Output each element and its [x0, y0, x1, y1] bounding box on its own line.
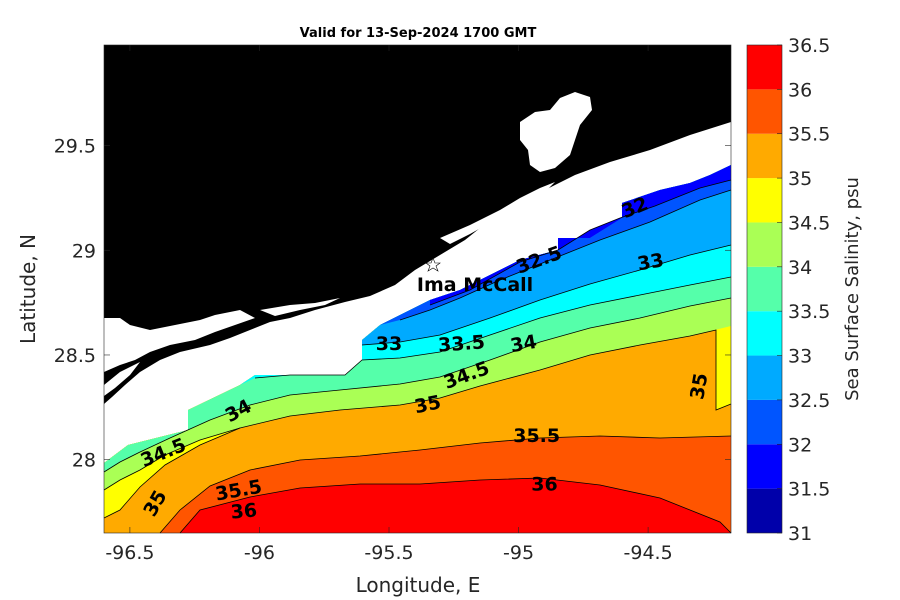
colorbar-swatch — [747, 45, 782, 90]
colorbar-tick-label: 36.5 — [788, 35, 830, 57]
west-bay — [440, 182, 555, 244]
station-label: Ima McCall — [417, 274, 533, 296]
colorbar-swatch — [747, 222, 782, 267]
contour-35-5 — [159, 435, 732, 534]
colorbar-frame — [746, 44, 783, 534]
contour-label: 33.5 — [437, 331, 485, 356]
contour-32-5 — [399, 189, 732, 321]
contour-label: 36 — [230, 499, 258, 523]
colorbar-tick-label: 32 — [788, 434, 812, 456]
y-tick-label: 28.5 — [54, 345, 96, 367]
contour-35 — [103, 329, 732, 519]
plot-frame — [103, 44, 732, 534]
y-tick-label: 28 — [72, 450, 96, 472]
x-axis-title: Longitude, E — [356, 573, 481, 597]
colorbar-swatch — [747, 133, 782, 179]
contour-lines — [103, 179, 732, 534]
colorbar-tick-label: 36 — [788, 79, 812, 101]
contour-34-5 — [103, 427, 241, 491]
colorbar-tick-label: 33 — [788, 346, 812, 368]
colorbar-tick-label: 35.5 — [788, 124, 830, 146]
contour-label: 35 — [413, 391, 443, 418]
station-marker: Ima McCall — [417, 257, 533, 296]
map-title: Valid for 13-Sep-2024 1700 GMT — [300, 26, 537, 41]
colorbar-swatch — [747, 355, 782, 400]
colorbar-tick-label: 34.5 — [788, 212, 830, 234]
colorbar-tick-label: 32.5 — [788, 390, 830, 412]
colorbar-swatch — [747, 488, 782, 533]
y-tick-label: 29.5 — [54, 136, 96, 158]
y-axis-title: Latitude, N — [16, 234, 40, 344]
colorbar-tick-label: 33.5 — [788, 301, 830, 323]
x-tick-label: -95.5 — [364, 542, 413, 564]
contour-36 — [179, 477, 732, 534]
salinity-bands — [104, 165, 731, 533]
contour-label: 33 — [636, 249, 666, 275]
east-matagorda-bay — [260, 298, 340, 316]
colorbar-swatch — [747, 89, 782, 134]
x-axis-ticks: -96.5 -96 -95.5 -95 -94.5 — [105, 45, 673, 564]
galveston-bay — [520, 92, 592, 172]
contour-label: 35 — [686, 371, 712, 401]
colorbar-tick-label: 31.5 — [788, 479, 830, 501]
colorbar: 31 31.5 32 32.5 33 33.5 34 34.5 35 35.5 36 36.5 — [746, 35, 830, 545]
matagorda-bay — [104, 310, 255, 372]
contour-33-5 — [254, 276, 732, 379]
contour-32 — [429, 179, 732, 306]
colorbar-swatch — [747, 444, 782, 489]
colorbar-swatch — [747, 399, 782, 445]
y-axis-ticks: 28 28.5 29 29.5 — [54, 136, 731, 472]
contour-label: 36 — [531, 473, 557, 495]
barrier-channel — [104, 362, 140, 396]
colorbar-tick-label: 34 — [788, 257, 812, 279]
colorbar-swatch — [747, 266, 782, 312]
contour-label: 34 — [509, 331, 539, 357]
x-tick-label: -96.5 — [105, 542, 154, 564]
colorbar-tick-label: 35 — [788, 168, 812, 190]
y-tick-label: 29 — [72, 240, 96, 262]
colorbar-swatch — [747, 178, 782, 223]
contour-label: 35.5 — [513, 425, 560, 447]
x-tick-label: -95 — [503, 542, 534, 564]
x-tick-label: -96 — [244, 542, 275, 564]
contour-33 — [361, 244, 732, 346]
land — [104, 45, 731, 404]
colorbar-tick-label: 31 — [788, 523, 812, 545]
colorbar-label: Sea Surface Salinity, psu — [842, 177, 863, 401]
colorbar-swatch — [747, 311, 782, 356]
star-icon — [425, 257, 441, 272]
contour-label: 33 — [376, 333, 402, 355]
contour-34 — [103, 297, 732, 473]
x-tick-label: -94.5 — [624, 542, 673, 564]
